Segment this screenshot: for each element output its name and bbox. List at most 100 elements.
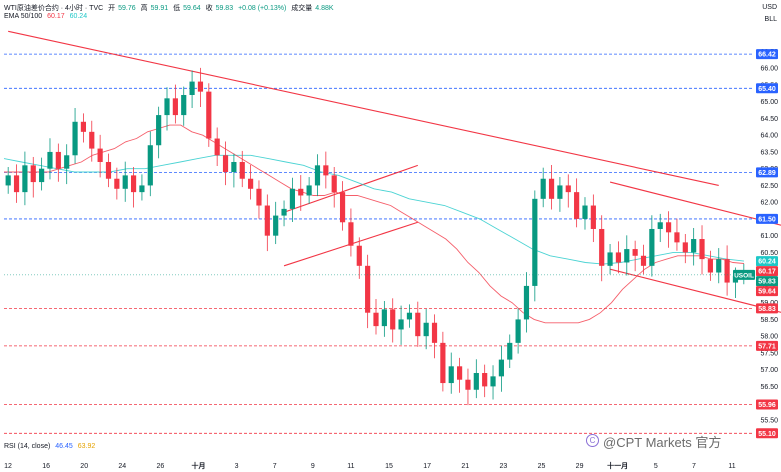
change-value: +0.08 (+0.13%) bbox=[238, 5, 287, 12]
legend-ema-row[interactable]: EMA 50/100 60.17 60.24 bbox=[4, 13, 90, 20]
candle-body bbox=[181, 94, 187, 116]
ema100-line bbox=[3, 154, 745, 265]
price-badge bbox=[756, 428, 778, 439]
candle-body bbox=[373, 312, 379, 327]
candle-body bbox=[97, 148, 103, 162]
cpt-logo-icon: C bbox=[586, 434, 599, 447]
symbol-tag-label: USOIL bbox=[734, 272, 754, 279]
candle-body bbox=[13, 175, 20, 193]
price-tick-label: 62.00 bbox=[760, 200, 778, 207]
symbol-line[interactable]: WTI原油差价合约 · 4小时 · TVC bbox=[4, 5, 104, 12]
price-badge-label: 55.96 bbox=[758, 402, 776, 409]
candle-body bbox=[615, 252, 622, 263]
rsi-legend[interactable]: RSI (14, close) 46.45 63.92 bbox=[4, 443, 98, 450]
ema50-line bbox=[4, 124, 745, 324]
price-badge bbox=[756, 286, 778, 297]
time-tick-label: 16 bbox=[42, 463, 50, 470]
candle-body bbox=[306, 185, 312, 196]
candle-body bbox=[457, 366, 463, 380]
candle-body bbox=[314, 165, 321, 186]
candle-body bbox=[264, 205, 270, 236]
candle-body bbox=[657, 222, 663, 229]
candle-body bbox=[47, 151, 53, 169]
currency-label: USD bbox=[762, 4, 777, 11]
time-tick-label: 3 bbox=[235, 463, 239, 470]
candle-body bbox=[548, 178, 555, 199]
price-badge bbox=[756, 399, 778, 410]
rsi-value: 46.45 bbox=[55, 443, 73, 450]
candle-body bbox=[222, 155, 229, 173]
price-badge-label: 60.17 bbox=[758, 269, 776, 276]
candle-body bbox=[130, 175, 137, 193]
watermark-text: @CPT Markets 官方 bbox=[603, 435, 722, 450]
symbol-tag bbox=[733, 269, 755, 280]
price-axis: 55.5056.0056.5057.0057.5058.0058.5059.00… bbox=[760, 49, 778, 424]
price-badge bbox=[756, 266, 778, 277]
time-tick-label: 十月 bbox=[192, 461, 206, 470]
candle-body bbox=[323, 165, 329, 176]
price-tick-label: 57.00 bbox=[760, 367, 778, 374]
candle-body bbox=[348, 222, 354, 246]
candle-body bbox=[590, 205, 596, 229]
rsi-ma-value: 63.92 bbox=[77, 443, 96, 450]
time-tick-label: 7 bbox=[692, 463, 696, 470]
open-label: 开 bbox=[108, 5, 116, 12]
candle-body bbox=[164, 98, 170, 116]
candle-body bbox=[523, 285, 530, 320]
time-tick-label: 7 bbox=[273, 463, 277, 470]
candle-body bbox=[431, 322, 438, 343]
price-tick-label: 64.50 bbox=[760, 116, 778, 123]
candle-body bbox=[448, 366, 454, 384]
time-axis: 12 16 20 24 26 十月 3 7 9 11 15 17 21 23 25 29 十一月 5 7 11 bbox=[4, 461, 736, 470]
candle-body bbox=[699, 239, 705, 260]
candle-body bbox=[515, 319, 521, 343]
candle-body bbox=[716, 259, 722, 273]
time-tick-label: 25 bbox=[538, 463, 546, 470]
candle-body bbox=[490, 376, 496, 387]
price-tick-label: 65.00 bbox=[760, 99, 778, 106]
candle-body bbox=[72, 121, 78, 156]
candle-body bbox=[289, 188, 295, 209]
candle-body bbox=[356, 245, 362, 266]
candle-body bbox=[273, 215, 279, 236]
price-badge-label: 61.50 bbox=[758, 216, 776, 223]
candle-body bbox=[707, 259, 713, 273]
candle-body bbox=[365, 265, 371, 313]
candle-body bbox=[423, 322, 429, 337]
candle-body bbox=[507, 342, 513, 360]
candle-body bbox=[574, 192, 580, 219]
candle-body bbox=[390, 309, 396, 330]
price-tick-label: 58.50 bbox=[760, 317, 778, 324]
close-label: 收 bbox=[205, 5, 213, 12]
time-tick-label: 11 bbox=[728, 463, 735, 470]
price-tick-label: 64.00 bbox=[760, 133, 778, 140]
candle-body bbox=[89, 131, 95, 149]
price-badge bbox=[756, 167, 778, 178]
time-tick-label: 23 bbox=[499, 463, 507, 470]
time-tick-label: 十一月 bbox=[607, 461, 628, 470]
price-badge bbox=[756, 340, 778, 351]
price-badge-label: 55.10 bbox=[758, 431, 776, 438]
candle-body bbox=[189, 81, 195, 95]
high-value: 59.91 bbox=[150, 5, 169, 12]
open-value: 59.76 bbox=[118, 5, 136, 12]
price-tick-label: 63.50 bbox=[760, 149, 778, 156]
candle-body bbox=[55, 151, 61, 169]
price-tick-label: 60.50 bbox=[760, 250, 778, 257]
candle-body bbox=[482, 373, 488, 387]
candle-body bbox=[607, 252, 613, 266]
candle-body bbox=[691, 239, 697, 253]
price-badge-label: 57.71 bbox=[758, 343, 776, 350]
candle-body bbox=[724, 259, 730, 283]
candle-body bbox=[64, 155, 70, 169]
candle-body bbox=[406, 312, 413, 320]
time-tick-label: 9 bbox=[311, 463, 315, 470]
candle-body bbox=[30, 165, 36, 183]
watermark: C @CPT Markets 官方 bbox=[586, 432, 722, 451]
legend-symbol-row: WTI原油差价合约 · 4小时 · TVC 开 59.76 高 59.91 低 59.… bbox=[4, 3, 337, 13]
price-badge-label: 59.64 bbox=[758, 289, 776, 296]
price-badge bbox=[756, 256, 778, 267]
ema-label: EMA 50/100 bbox=[4, 13, 43, 20]
candle-body bbox=[498, 359, 504, 377]
